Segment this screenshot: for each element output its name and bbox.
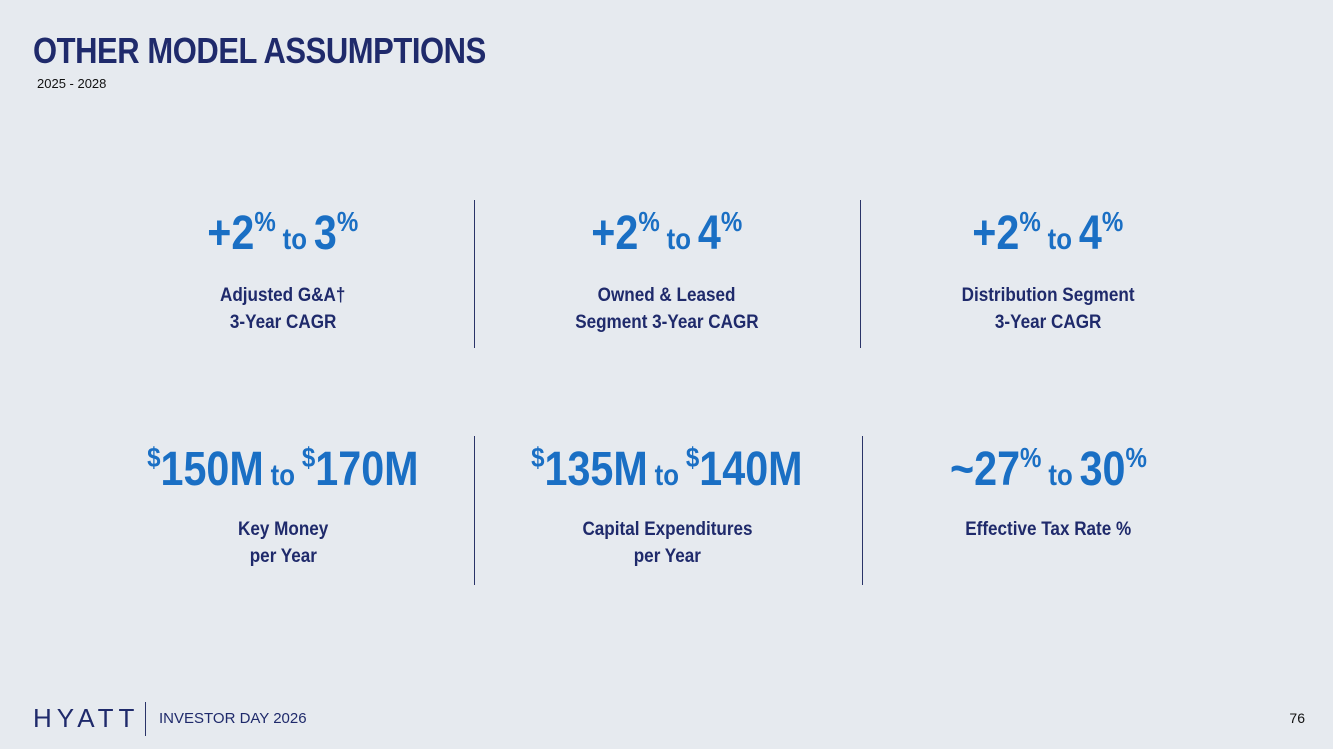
figure-number: 140M <box>699 443 803 496</box>
label-text: 3-Year CAGR <box>229 312 337 333</box>
metric-figure: +2%to 4% <box>858 206 1238 261</box>
logo: HYATT <box>33 703 140 733</box>
figure-suffix: % <box>1102 206 1124 237</box>
label-line: per Year <box>477 543 857 570</box>
metric-figure: $135M to$140M <box>477 442 857 497</box>
figure-suffix: % <box>337 206 359 237</box>
figure-number: 30 <box>1079 443 1126 496</box>
label-text: Capital Expenditures <box>581 519 753 540</box>
label-line: Effective Tax Rate % <box>858 516 1238 543</box>
label-line: Key Money <box>93 516 473 543</box>
metric-label: Effective Tax Rate % <box>858 516 1238 543</box>
label-line: Capital Expenditures <box>477 516 857 543</box>
figure-number: 135M <box>544 443 648 496</box>
figure-connector: to <box>270 459 296 492</box>
page-number: 76 <box>1289 710 1305 726</box>
divider <box>145 702 146 736</box>
figure-number: 4 <box>698 207 722 260</box>
figure-suffix: % <box>721 206 743 237</box>
label-line: 3-Year CAGR <box>93 309 473 336</box>
figure-text: ~27%to 30% <box>950 442 1147 497</box>
label-text: Effective Tax Rate % <box>964 519 1131 540</box>
figure-prefix: $ <box>302 442 316 473</box>
label-line: Distribution Segment <box>858 282 1238 309</box>
figure-prefix: $ <box>531 442 545 473</box>
metric-figure: +2%to 4% <box>477 206 857 261</box>
label-line: Adjusted G&A† <box>93 282 473 309</box>
figure-number: 3 <box>314 207 338 260</box>
metric-figure: $150M to$170M <box>93 442 473 497</box>
metric-figure: +2%to 3% <box>93 206 473 261</box>
figure-text: +2%to 4% <box>972 206 1123 261</box>
metric-figure: ~27%to 30% <box>858 442 1238 497</box>
figure-connector: to <box>666 223 692 256</box>
slide-subtitle: 2025 - 2028 <box>37 76 107 91</box>
figure-number: 4 <box>1079 207 1103 260</box>
label-text: per Year <box>249 546 317 567</box>
divider <box>474 200 475 348</box>
figure-suffix: % <box>638 206 660 237</box>
figure-number: +2 <box>207 207 255 260</box>
label-text: Segment 3-Year CAGR <box>575 312 759 333</box>
metric-label: Key Money per Year <box>93 516 473 570</box>
figure-connector: to <box>654 459 680 492</box>
divider <box>862 436 863 585</box>
label-text: Key Money <box>237 519 329 540</box>
label-text: Adjusted G&A† <box>220 285 346 306</box>
figure-number: ~27 <box>949 443 1020 496</box>
figure-text: $150M to$170M <box>147 442 418 497</box>
figure-text: +2%to 3% <box>207 206 358 261</box>
figure-prefix: $ <box>686 442 700 473</box>
label-line: Owned & Leased <box>477 282 857 309</box>
divider <box>860 200 861 348</box>
figure-suffix: % <box>1125 442 1147 473</box>
metric-label: Adjusted G&A† 3-Year CAGR <box>93 282 473 336</box>
label-text: 3-Year CAGR <box>994 312 1102 333</box>
figure-number: +2 <box>591 207 639 260</box>
figure-suffix: % <box>1019 442 1041 473</box>
figure-suffix: % <box>1019 206 1041 237</box>
figure-number: 150M <box>160 443 264 496</box>
slide-title: OTHER MODEL ASSUMPTIONS <box>33 30 486 71</box>
figure-connector: to <box>1047 459 1073 492</box>
figure-text: +2%to 4% <box>591 206 742 261</box>
metric-label: Owned & Leased Segment 3-Year CAGR <box>477 282 857 336</box>
label-text: per Year <box>633 546 701 567</box>
label-text: Distribution Segment <box>961 285 1135 306</box>
divider <box>474 436 475 585</box>
metric-label: Capital Expenditures per Year <box>477 516 857 570</box>
event-name: INVESTOR DAY 2026 <box>159 710 307 727</box>
metric-label: Distribution Segment 3-Year CAGR <box>858 282 1238 336</box>
figure-connector: to <box>282 223 308 256</box>
figure-number: +2 <box>972 207 1020 260</box>
figure-number: 170M <box>315 443 419 496</box>
label-line: per Year <box>93 543 473 570</box>
label-line: 3-Year CAGR <box>858 309 1238 336</box>
figure-connector: to <box>1047 223 1073 256</box>
figure-prefix: $ <box>147 442 161 473</box>
figure-text: $135M to$140M <box>531 442 802 497</box>
label-text: Owned & Leased <box>598 285 736 306</box>
label-line: Segment 3-Year CAGR <box>477 309 857 336</box>
figure-suffix: % <box>254 206 276 237</box>
